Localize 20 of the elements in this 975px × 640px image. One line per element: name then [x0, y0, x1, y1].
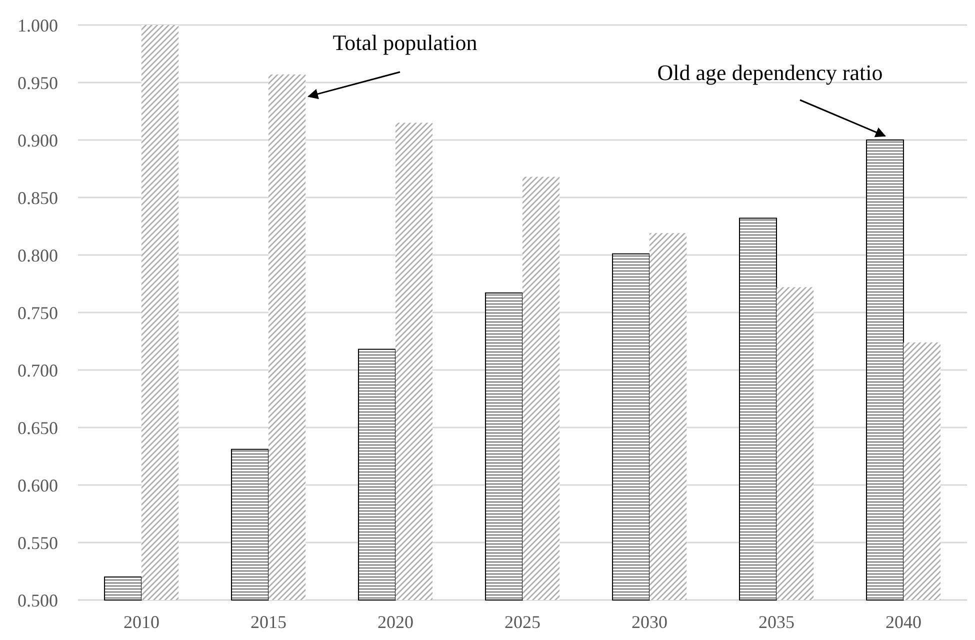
y-tick-label: 0.700: [18, 360, 58, 380]
y-tick-label: 0.900: [18, 130, 58, 150]
y-tick-label: 1.000: [18, 15, 58, 36]
y-tick-label: 0.600: [18, 475, 58, 496]
x-tick-label: 2020: [378, 612, 414, 632]
y-tick-label: 0.950: [18, 72, 58, 93]
x-tick-label: 2030: [632, 612, 668, 632]
x-tick-label: 2015: [250, 612, 286, 632]
y-tick-label: 0.500: [18, 590, 58, 610]
y-tick-label: 0.750: [18, 302, 58, 323]
x-tick-label: 2035: [758, 612, 794, 632]
x-tick-label: 2040: [886, 612, 922, 632]
y-tick-label: 0.550: [18, 532, 58, 553]
text: Old age dependency ratio: [657, 60, 883, 85]
series-label: Total population: [332, 30, 478, 55]
y-tick-label: 0.800: [18, 245, 58, 266]
y-tick-label: 0.850: [18, 188, 58, 208]
x-tick-label: 2010: [124, 612, 160, 632]
y-tick-label: 0.650: [18, 418, 58, 438]
x-tick-label: 2025: [504, 612, 540, 632]
